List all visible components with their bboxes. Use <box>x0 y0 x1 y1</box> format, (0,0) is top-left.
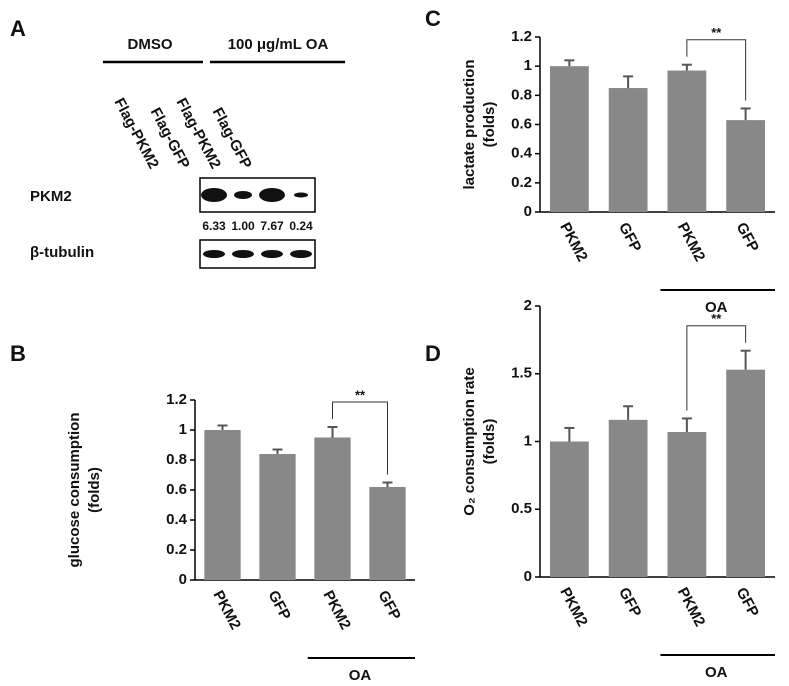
y-axis-label: (folds) <box>481 419 498 465</box>
panel-label: D <box>425 341 441 366</box>
group-label: OA <box>705 664 728 681</box>
significance-bracket <box>686 325 747 411</box>
bar <box>726 369 766 577</box>
bar <box>549 441 589 577</box>
x-tick-label: GFP <box>264 588 293 623</box>
y-axis-label: O₂ consumption rate <box>461 367 478 515</box>
quantification: 7.67 <box>260 219 284 233</box>
bar <box>259 454 296 580</box>
band <box>201 188 227 202</box>
y-tick-label: 1 <box>524 57 532 74</box>
panel-label: B <box>10 341 26 366</box>
y-axis-label: lactate production <box>461 59 478 189</box>
x-tick-label: GFP <box>733 220 762 255</box>
y-tick-label: 0.8 <box>511 86 532 103</box>
x-tick-label: GFP <box>615 220 644 255</box>
panel-label: C <box>425 6 441 31</box>
band <box>290 250 312 258</box>
y-tick-label: 0.2 <box>166 541 187 558</box>
y-axis-label: (folds) <box>481 102 498 148</box>
x-tick-label: PKM2 <box>674 585 709 630</box>
bar <box>314 437 351 580</box>
y-tick-label: 0.8 <box>166 451 187 468</box>
y-tick-label: 1.5 <box>511 365 532 382</box>
group-label: DMSO <box>128 36 173 53</box>
significance-label: ** <box>355 387 366 402</box>
x-tick-label: GFP <box>733 585 762 620</box>
band <box>232 250 254 258</box>
row-label: PKM2 <box>30 188 72 205</box>
x-tick-label: PKM2 <box>674 220 709 265</box>
y-axis-label: glucose consumption <box>66 412 83 567</box>
bar <box>549 66 589 213</box>
group-label: 100 μg/mL OA <box>228 36 329 53</box>
band <box>234 191 252 199</box>
row-label: β-tubulin <box>30 244 94 261</box>
group-label: OA <box>705 299 728 316</box>
bar <box>667 70 707 213</box>
x-tick-label: PKM2 <box>556 585 591 630</box>
y-tick-label: 2 <box>524 297 532 314</box>
quantification: 0.24 <box>289 219 313 233</box>
bar <box>608 419 648 577</box>
bar <box>667 432 707 577</box>
bar <box>369 487 406 580</box>
significance-label: ** <box>711 311 722 326</box>
panel-label: A <box>10 16 26 41</box>
y-tick-label: 0.4 <box>511 145 533 162</box>
y-axis-label: (folds) <box>86 467 103 513</box>
y-tick-label: 0.5 <box>511 500 532 517</box>
y-tick-label: 0 <box>524 203 532 220</box>
y-tick-label: 1 <box>524 432 532 449</box>
band <box>203 250 225 258</box>
band <box>259 188 285 202</box>
band <box>261 250 283 258</box>
quantification: 1.00 <box>231 219 255 233</box>
bar <box>204 430 241 580</box>
y-tick-label: 0.6 <box>166 481 187 498</box>
y-tick-label: 0 <box>179 571 187 588</box>
bar <box>726 120 766 212</box>
x-tick-label: GFP <box>374 588 403 623</box>
y-tick-label: 0.2 <box>511 174 532 191</box>
y-tick-label: 0.4 <box>166 511 188 528</box>
x-tick-label: PKM2 <box>556 220 591 265</box>
y-tick-label: 1.2 <box>511 28 532 45</box>
bar <box>608 88 648 212</box>
significance-bracket <box>686 39 747 101</box>
y-tick-label: 1.2 <box>166 391 187 408</box>
lane-label: Flag-PKM2 <box>111 95 162 171</box>
x-tick-label: PKM2 <box>319 588 354 633</box>
y-tick-label: 0 <box>524 568 532 585</box>
y-tick-label: 0.6 <box>511 115 532 132</box>
significance-label: ** <box>711 25 722 40</box>
quantification: 6.33 <box>202 219 226 233</box>
group-label: OA <box>349 667 372 684</box>
band <box>294 192 308 198</box>
x-tick-label: GFP <box>615 585 644 620</box>
x-tick-label: PKM2 <box>209 588 244 633</box>
y-tick-label: 1 <box>179 421 187 438</box>
significance-bracket <box>332 401 388 475</box>
